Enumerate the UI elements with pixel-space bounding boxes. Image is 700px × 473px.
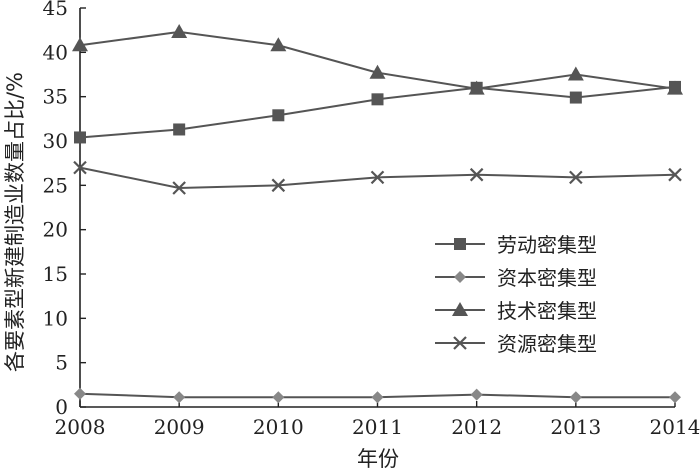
data-point — [669, 391, 681, 404]
y-tick-label: 10 — [43, 306, 68, 330]
data-point — [668, 167, 682, 182]
data-point — [567, 66, 584, 81]
data-point — [270, 37, 287, 52]
y-tick-label: 0 — [55, 395, 68, 419]
cross-stroke — [453, 336, 467, 350]
cross-stroke — [668, 167, 682, 182]
data-point — [469, 167, 484, 182]
cross-stroke — [172, 181, 186, 195]
series-square — [74, 80, 681, 144]
y-tick-label: 25 — [43, 173, 68, 197]
data-point — [73, 160, 87, 175]
y-tick-label: 20 — [43, 218, 68, 242]
legend-label: 劳动密集型 — [497, 233, 597, 257]
x-tick-label: 2010 — [253, 415, 304, 439]
data-point — [569, 91, 582, 104]
data-point — [72, 37, 88, 52]
series-diamond — [74, 387, 681, 404]
data-point — [470, 388, 483, 401]
data-point — [173, 391, 186, 404]
data-point — [272, 391, 285, 404]
data-point — [272, 109, 285, 122]
series-triangle — [72, 23, 683, 95]
series-line — [79, 30, 676, 90]
y-tick-label: 45 — [43, 0, 68, 20]
x-tick-label: 2009 — [154, 415, 205, 439]
data-point — [171, 23, 188, 38]
data-point — [173, 123, 186, 136]
tick-labels: 0 5 10 15 20 25 30 35 40 45 2008 2009 2010 2011 2012 20… — [43, 0, 700, 439]
data-point — [468, 80, 485, 95]
x-tick-label: 2011 — [352, 415, 403, 439]
legend-marker — [452, 302, 468, 316]
x-tick-label: 2014 — [650, 415, 700, 439]
legend-entry: 资源密集型 — [435, 332, 597, 356]
legend-marker — [453, 336, 467, 350]
legend-label: 资源密集型 — [497, 332, 597, 356]
legend-entry: 资本密集型 — [435, 266, 597, 290]
y-tick-label: 15 — [43, 262, 68, 286]
legend-entry: 劳动密集型 — [435, 233, 597, 257]
x-tick-label: 2012 — [451, 415, 502, 439]
x-axis-label: 年份 — [357, 447, 399, 471]
data-point — [371, 391, 384, 404]
series-cross — [73, 160, 682, 195]
data-point — [369, 64, 386, 79]
cross-stroke — [370, 170, 385, 185]
legend-entry: 技术密集型 — [435, 299, 597, 323]
data-point — [74, 131, 86, 144]
data-point — [569, 170, 583, 185]
cross-stroke — [569, 170, 583, 185]
data-point — [667, 80, 683, 95]
legend-marker — [454, 238, 466, 250]
x-tick-label: 2013 — [550, 415, 601, 439]
x-tick-label: 2008 — [55, 415, 106, 439]
y-tick-label: 5 — [55, 351, 68, 375]
cross-stroke — [469, 167, 484, 182]
y-axis-label: 各要素型新建制造业数量占比/% — [3, 72, 27, 372]
legend-label: 资本密集型 — [497, 266, 597, 290]
data-point — [271, 178, 286, 193]
series-group — [72, 23, 683, 404]
data-point — [569, 391, 582, 404]
y-tick-label: 35 — [43, 85, 68, 109]
data-point — [370, 170, 385, 185]
cross-stroke — [271, 178, 286, 193]
y-tick-label: 30 — [43, 129, 68, 153]
data-point — [371, 93, 384, 106]
data-point — [74, 387, 86, 400]
legend-marker — [454, 271, 466, 283]
legend-label: 技术密集型 — [497, 299, 597, 323]
y-tick-label: 40 — [43, 40, 68, 64]
cross-stroke — [73, 160, 87, 175]
data-point — [172, 181, 186, 195]
